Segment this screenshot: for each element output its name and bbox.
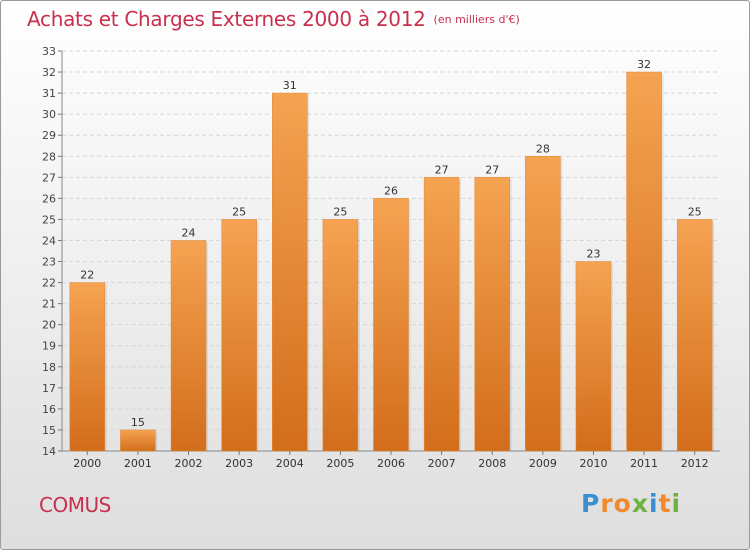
x-tick-label: 2004: [276, 457, 304, 470]
bar-value-label: 25: [232, 205, 246, 218]
y-tick-label: 32: [42, 66, 56, 79]
brand-letter: P: [581, 489, 601, 518]
y-tick-label: 28: [42, 150, 56, 163]
x-tick-label: 2005: [326, 457, 354, 470]
y-tick-label: 33: [42, 45, 56, 58]
bar: [120, 429, 156, 452]
commune-name: COMUS: [39, 493, 111, 517]
x-tick-label: 2011: [630, 457, 658, 470]
y-tick-label: 16: [42, 403, 56, 416]
bar: [221, 219, 257, 452]
bar: [373, 198, 409, 452]
chart-title: Achats et Charges Externes 2000 à 2012: [27, 7, 426, 31]
bar-value-label: 27: [485, 163, 499, 176]
bar-value-label: 24: [182, 226, 196, 239]
x-tick-label: 2010: [579, 457, 607, 470]
bar: [69, 282, 106, 452]
bar: [272, 92, 308, 452]
y-tick-label: 23: [42, 256, 56, 269]
brand-logo: Proxiti: [581, 489, 681, 518]
chart-title-block: Achats et Charges Externes 2000 à 2012 (e…: [27, 7, 520, 31]
bar-value-label: 23: [586, 248, 600, 261]
y-tick-label: 19: [42, 340, 56, 353]
bar-value-label: 15: [131, 416, 145, 429]
x-tick-label: 2001: [124, 457, 152, 470]
bar: [474, 177, 510, 452]
x-tick-label: 2006: [377, 457, 405, 470]
y-tick-label: 31: [42, 87, 56, 100]
y-tick-label: 29: [42, 129, 56, 142]
x-tick-label: 2008: [478, 457, 506, 470]
y-tick-label: 30: [42, 108, 56, 121]
bar: [626, 71, 662, 452]
y-tick-label: 15: [42, 424, 56, 437]
brand-letter: x: [631, 489, 649, 518]
brand-letter: o: [613, 489, 632, 518]
y-tick-label: 25: [42, 213, 56, 226]
bar: [575, 261, 612, 452]
y-tick-label: 20: [42, 319, 56, 332]
x-tick-label: 2003: [225, 457, 253, 470]
y-tick-label: 17: [42, 382, 56, 395]
bar: [322, 219, 359, 452]
y-tick-label: 18: [42, 361, 56, 374]
x-tick-label: 2002: [175, 457, 203, 470]
x-tick-label: 2009: [529, 457, 557, 470]
bar-value-label: 32: [637, 58, 651, 71]
y-tick-label: 22: [42, 277, 56, 290]
y-tick-label: 27: [42, 171, 56, 184]
y-tick-label: 26: [42, 192, 56, 205]
x-tick-label: 2012: [681, 457, 709, 470]
y-tick-label: 21: [42, 298, 56, 311]
bar: [423, 177, 460, 452]
bar: [170, 240, 207, 452]
bar-value-label: 31: [283, 79, 297, 92]
brand-letter: i: [671, 489, 682, 518]
brand-letter: t: [658, 489, 672, 518]
bar-value-label: 22: [80, 269, 94, 282]
bar-value-label: 26: [384, 184, 398, 197]
y-tick-label: 14: [42, 445, 56, 458]
y-tick-label: 24: [42, 234, 56, 247]
bar: [676, 219, 713, 452]
x-tick-label: 2000: [73, 457, 101, 470]
x-tick-label: 2007: [428, 457, 456, 470]
bar-value-label: 25: [333, 205, 347, 218]
bar-value-label: 28: [536, 142, 550, 155]
bar-value-label: 27: [435, 163, 449, 176]
bar: [525, 156, 561, 452]
chart-subtitle: (en milliers d'€): [433, 13, 520, 26]
brand-letter: r: [600, 489, 614, 518]
brand-letter: i: [649, 489, 659, 518]
bar-value-label: 25: [688, 205, 702, 218]
